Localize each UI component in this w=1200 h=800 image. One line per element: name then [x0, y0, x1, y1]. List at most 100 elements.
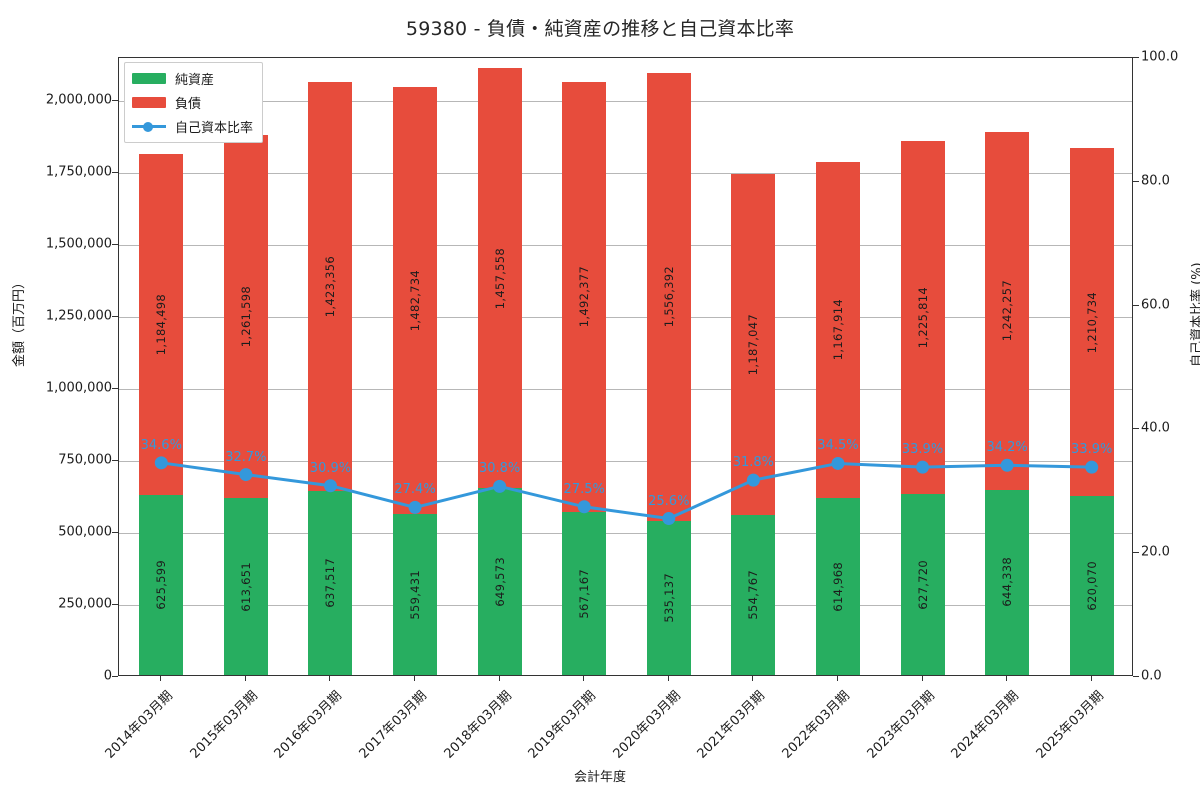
legend-item-equity: 純資産 [132, 69, 253, 88]
ratio-point-marker[interactable] [239, 468, 253, 482]
bar-group[interactable]: 613,651 1,261,598 [223, 56, 268, 675]
y-axis-left-tick-mark [112, 460, 118, 462]
x-axis-tick-label: 2016年03月期 [272, 688, 346, 762]
legend-swatch-liability [132, 97, 166, 108]
x-axis-tick-mark [329, 676, 331, 681]
ratio-point-marker[interactable] [577, 500, 591, 514]
legend-swatch-equity [132, 73, 166, 84]
x-axis-tick-mark [667, 676, 669, 681]
legend-label-equity: 純資産 [175, 73, 215, 88]
bar-segment-liability[interactable]: 1,242,257 [985, 131, 1030, 490]
y-axis-left-tick-label: 0 [103, 668, 112, 684]
bar-group[interactable]: 627,720 1,225,814 [900, 56, 945, 675]
bar-group[interactable]: 644,338 1,242,257 [985, 56, 1030, 675]
bar-segment-liability[interactable]: 1,225,814 [900, 141, 945, 495]
bar-segment-liability[interactable]: 1,210,734 [1069, 147, 1114, 497]
bar-segment-liability[interactable]: 1,482,734 [393, 87, 438, 514]
bar-group[interactable]: 559,431 1,482,734 [393, 56, 438, 675]
legend-marker-ratio [132, 121, 166, 132]
ratio-point-marker[interactable] [662, 512, 676, 526]
ratio-point-marker[interactable] [831, 456, 845, 470]
gridline [119, 605, 1132, 607]
x-axis-tick-mark [1006, 676, 1008, 681]
bar-segment-equity[interactable]: 567,167 [562, 511, 607, 675]
bar-segment-liability[interactable]: 1,187,047 [731, 173, 776, 516]
bar-segment-liability[interactable]: 1,556,392 [646, 72, 691, 521]
ratio-point-marker[interactable] [746, 473, 760, 487]
gridline [119, 101, 1132, 103]
ratio-point-marker[interactable] [1000, 458, 1014, 472]
x-axis-tick-mark [498, 676, 500, 681]
bar-segment-liability[interactable]: 1,261,598 [223, 135, 268, 499]
y-axis-left-tick-label: 750,000 [58, 452, 112, 468]
y-axis-right-tick-label: 60.0 [1141, 297, 1170, 313]
gridline [119, 533, 1132, 535]
bar-segment-equity[interactable]: 644,338 [985, 489, 1030, 675]
bar-segment-equity[interactable]: 627,720 [900, 494, 945, 675]
x-axis-tick-mark [244, 676, 246, 681]
bar-segment-equity[interactable]: 554,767 [731, 515, 776, 675]
x-axis-tick-mark [921, 676, 923, 681]
y-axis-left-tick-label: 250,000 [58, 596, 112, 612]
ratio-point-marker[interactable] [154, 456, 168, 470]
y-axis-right-title: 自己資本比率 (%) [1190, 262, 1200, 367]
gridline [119, 317, 1132, 319]
bar-group[interactable]: 625,599 1,184,498 [139, 56, 184, 675]
y-axis-right-tick-label: 80.0 [1141, 173, 1170, 189]
bar-segment-equity[interactable]: 625,599 [139, 494, 184, 675]
bar-segment-liability[interactable]: 1,184,498 [139, 153, 184, 495]
ratio-value-label: 30.8% [478, 461, 521, 477]
ratio-value-label: 33.9% [1071, 442, 1113, 458]
bar-segment-equity[interactable]: 535,137 [646, 520, 691, 675]
x-axis-tick-label: 2019年03月期 [525, 688, 600, 762]
x-axis-tick-label: 2017年03月期 [356, 688, 430, 762]
ratio-point-marker[interactable] [323, 479, 337, 493]
y-axis-right-tick-label: 0.0 [1141, 668, 1162, 684]
bar-group[interactable]: 620,070 1,210,734 [1069, 56, 1114, 675]
ratio-value-label: 27.5% [563, 481, 605, 497]
bars-layer: 625,599 1,184,498 613,651 1,261,598 637,517 1… [119, 58, 1132, 675]
x-axis-tick-label: 2015年03月期 [187, 688, 261, 762]
y-axis-left-tick-mark [112, 316, 118, 318]
ratio-value-label: 33.9% [901, 442, 944, 458]
y-axis-left-tick-mark [112, 172, 118, 174]
gridlines [119, 58, 1132, 675]
bar-group[interactable]: 649,573 1,457,558 [477, 56, 522, 675]
y-axis-left-tick-mark [112, 100, 118, 102]
bar-group[interactable]: 554,767 1,187,047 [731, 56, 776, 675]
x-axis-tick-mark [752, 676, 754, 681]
bar-segment-equity[interactable]: 559,431 [393, 513, 438, 675]
ratio-value-label: 34.5% [817, 438, 859, 454]
ratio-value-label: 34.2% [986, 440, 1028, 456]
bar-segment-equity[interactable]: 620,070 [1069, 496, 1114, 675]
bar-segment-equity[interactable]: 649,573 [477, 487, 522, 675]
y-axis-right-tick-label: 100.0 [1141, 49, 1179, 65]
bar-group[interactable]: 637,517 1,423,356 [308, 56, 353, 675]
ratio-labels-layer: 34.6% 32.7% 30.9% 27.4% 30.8% 27.5% 25.6% 31.8%… [119, 58, 1132, 675]
ratio-point-marker[interactable] [408, 500, 422, 514]
page-title: 59380 - 負債・純資産の推移と自己資本比率 [405, 18, 795, 40]
x-axis-tick-label: 2022年03月期 [779, 688, 853, 762]
bar-segment-equity[interactable]: 613,651 [223, 498, 268, 675]
ratio-point-marker[interactable] [1085, 460, 1099, 474]
bar-segment-liability[interactable]: 1,423,356 [308, 81, 353, 492]
bar-group[interactable]: 567,167 1,492,377 [562, 56, 607, 675]
bar-segment-equity[interactable]: 637,517 [308, 491, 353, 675]
ratio-point-marker[interactable] [916, 460, 930, 474]
y-axis-left-tick-mark [112, 388, 118, 390]
ratio-point-marker[interactable] [493, 479, 507, 493]
x-axis-tick-label: 2014年03月期 [102, 688, 177, 762]
bar-segment-equity[interactable]: 614,968 [815, 497, 860, 675]
bar-segment-liability[interactable]: 1,457,558 [477, 68, 522, 488]
bar-segment-liability[interactable]: 1,492,377 [562, 82, 607, 512]
y-axis-left-tick-mark [112, 532, 118, 534]
chart-legend: 純資産 負債 自己資本比率 [124, 62, 264, 143]
gridline [119, 173, 1132, 175]
bar-group[interactable]: 614,968 1,167,914 [815, 56, 860, 675]
plot-area: 625,599 1,184,498 613,651 1,261,598 637,517 1… [118, 57, 1133, 676]
x-axis-tick-label: 2021年03月期 [694, 688, 769, 762]
bar-group[interactable]: 535,137 1,556,392 [646, 56, 691, 675]
y-axis-right-tick-mark [1133, 428, 1139, 430]
bar-segment-liability[interactable]: 1,167,914 [815, 161, 860, 498]
